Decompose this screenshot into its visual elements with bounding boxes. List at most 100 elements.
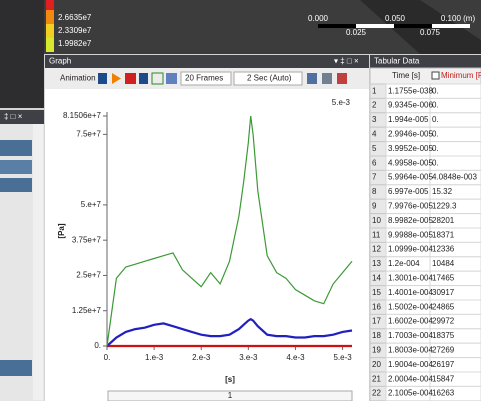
value-cell: 18375	[432, 331, 455, 340]
value-cell: 4.0848e-003	[432, 173, 477, 182]
value-cell: 15847	[432, 374, 455, 383]
time-cell: 8.9982e-005	[388, 216, 433, 225]
dynamic-layer: 2.6635e7 2.3309e7 1.9982e7 0.000 0.050 0.100 …	[57, 13, 481, 401]
y-tick-label: 3.75e+7	[72, 235, 102, 244]
list-row[interactable]	[0, 140, 32, 156]
time-cell: 6.997e-005	[388, 187, 429, 196]
time-cell: 2.1005e-004	[388, 389, 433, 398]
value-cell: 0.	[432, 101, 439, 110]
sidebar-top	[0, 0, 44, 108]
page-input-value[interactable]: 1	[228, 391, 233, 400]
time-cell: 1.0999e-004	[388, 245, 433, 254]
row-index: 14	[372, 274, 381, 283]
checkbox[interactable]	[431, 71, 440, 80]
time-cell: 1.5002e-004	[388, 302, 433, 311]
value-cell: 10484	[432, 259, 455, 268]
legend-label: 2.3309e7	[58, 26, 92, 35]
table-title: Tabular Data	[374, 57, 420, 66]
frames-value[interactable]: 20 Frames	[185, 74, 223, 83]
value-cell: 15.32	[432, 187, 453, 196]
duration-dropdown[interactable]	[233, 71, 303, 86]
sidebar-header	[0, 110, 44, 124]
legend-swatch	[46, 24, 54, 38]
x-tick-label: 4.e-3	[286, 353, 305, 362]
button-zoom[interactable]	[322, 73, 332, 84]
row-index: 17	[372, 317, 381, 326]
scale-segment	[432, 24, 470, 28]
time-cell: 2.0004e-004	[388, 374, 433, 383]
value-cell: 1229.3	[432, 202, 457, 211]
x-tick-label: 2.e-3	[192, 353, 211, 362]
time-cell: 9.9988e-005	[388, 230, 433, 239]
row-index: 18	[372, 331, 381, 340]
row-index: 11	[372, 230, 381, 239]
row-index: 16	[372, 302, 381, 311]
button-last[interactable]	[139, 73, 148, 84]
value-cell: 0.	[432, 86, 439, 95]
list-row[interactable]	[0, 360, 32, 376]
column-header: Minimum [P	[441, 71, 481, 80]
panel-icons[interactable]: ▾ ‡ □ ×	[334, 57, 359, 66]
time-cell: 1.4001e-004	[388, 288, 433, 297]
y-tick-label: 2.5e+7	[76, 271, 101, 280]
list-row[interactable]	[0, 160, 32, 174]
row-index: 1	[372, 86, 377, 95]
value-cell: 0.	[432, 115, 439, 124]
graph-title: Graph	[49, 57, 71, 66]
list-row[interactable]	[0, 178, 32, 192]
scale-label: 0.025	[346, 28, 367, 37]
x-tick-label: 0.	[104, 353, 111, 362]
button-settings[interactable]	[166, 73, 177, 84]
time-cell: 1.2e-004	[388, 259, 420, 268]
y-axis-label: [Pa]	[57, 223, 66, 238]
series-line	[106, 317, 353, 347]
time-cell: 1.1755e-038	[388, 86, 433, 95]
table-header	[370, 55, 481, 68]
time-cell: 1.9004e-004	[388, 360, 433, 369]
time-cell: 7.9976e-005	[388, 202, 433, 211]
scrollbar[interactable]	[33, 124, 43, 400]
button-save[interactable]	[307, 73, 317, 84]
button-colors[interactable]	[337, 73, 347, 84]
panel-icons[interactable]: ‡ □ ×	[4, 112, 23, 121]
button-play[interactable]	[112, 73, 121, 84]
row-index: 8	[372, 187, 377, 196]
value-cell: 27269	[432, 346, 455, 355]
row-index: 7	[372, 173, 377, 182]
button-first[interactable]	[98, 73, 107, 84]
time-cell: 1.8003e-004	[388, 346, 433, 355]
x-tick-label: 1.e-3	[145, 353, 164, 362]
legend-swatch	[46, 10, 54, 24]
legend-swatch	[46, 38, 54, 52]
column-header: Time [s]	[392, 71, 420, 80]
value-cell: 29972	[432, 317, 455, 326]
scale-label: 0.050	[385, 14, 406, 23]
row-index: 2	[372, 101, 377, 110]
button-stop[interactable]	[125, 73, 136, 84]
value-cell: 0.	[432, 130, 439, 139]
graph-header	[45, 55, 369, 68]
time-cell: 1.3001e-004	[388, 274, 433, 283]
row-index: 3	[372, 115, 377, 124]
time-cell: 5.9964e-005	[388, 173, 433, 182]
x-tick-label: 3.e-3	[239, 353, 258, 362]
scale-label: 0.000	[308, 14, 329, 23]
row-index: 20	[372, 360, 381, 369]
row-index: 4	[372, 130, 377, 139]
time-cell: 9.9345e-006	[388, 101, 433, 110]
legend-label: 1.9982e7	[58, 39, 92, 48]
scale-label: 0.075	[420, 28, 441, 37]
page-input[interactable]	[107, 390, 353, 401]
time-cell: 1.6002e-004	[388, 317, 433, 326]
duration-value[interactable]: 2 Sec (Auto)	[247, 74, 292, 83]
row-index: 6	[372, 158, 377, 167]
chart-area	[45, 89, 369, 401]
frames-dropdown[interactable]	[180, 71, 232, 86]
y-tick-label: 5.e+7	[81, 200, 102, 209]
scale-label: 0.100 (m)	[441, 14, 476, 23]
series-line	[106, 115, 353, 347]
button-export[interactable]	[151, 72, 164, 85]
time-cell: 4.9958e-005	[388, 158, 433, 167]
row-index: 12	[372, 245, 381, 254]
